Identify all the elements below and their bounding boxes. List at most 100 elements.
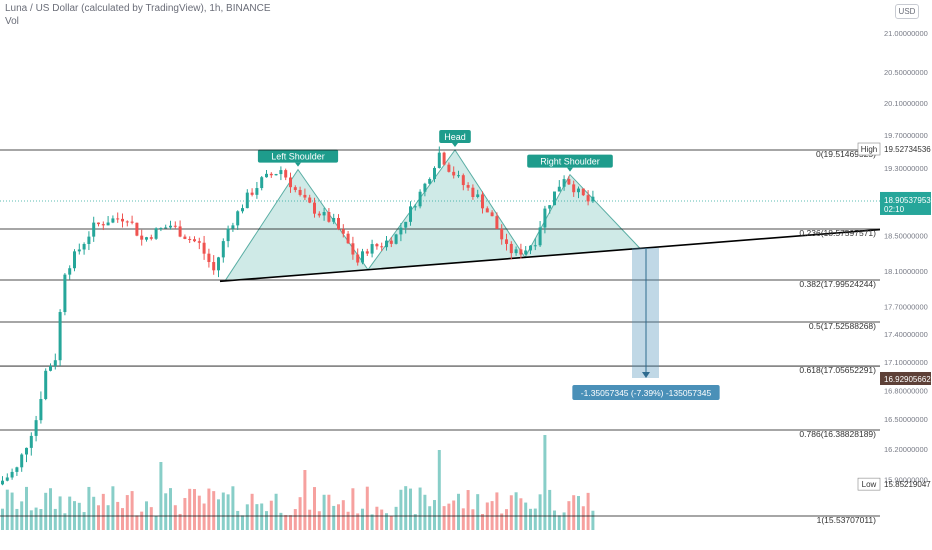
volume-bar — [255, 504, 259, 530]
fib-label-0.618: 0.618(17.05652291) — [799, 365, 876, 375]
candle-body — [101, 224, 105, 226]
candle-body — [10, 471, 14, 478]
candle-body — [553, 191, 556, 206]
candle-body — [495, 216, 499, 229]
candle-body — [543, 208, 547, 228]
price-axis-tick: 15.90000000 — [884, 475, 928, 484]
volume-bar — [130, 491, 134, 530]
candle-body — [53, 360, 57, 366]
target-price-value: 16.92905662 — [884, 375, 931, 384]
volume-bar — [63, 513, 67, 530]
candle-body — [313, 202, 316, 214]
candle-body — [457, 175, 460, 177]
volume-bar — [92, 496, 96, 530]
candle-body — [332, 217, 336, 222]
volume-bar — [73, 501, 76, 530]
candle-body — [293, 187, 297, 190]
volume-bar — [533, 508, 537, 530]
candle-body — [548, 205, 552, 209]
candle-body — [413, 206, 417, 208]
candle-body — [409, 206, 412, 222]
candle-body — [265, 173, 268, 178]
volume-bar — [337, 504, 340, 530]
candle-body — [82, 244, 86, 250]
price-axis-tick: 21.00000000 — [884, 29, 928, 38]
volume-bar — [562, 512, 566, 530]
volume-bar — [361, 508, 364, 530]
candle-body — [361, 251, 364, 263]
low-tag-box — [857, 477, 881, 491]
volume-bar — [39, 509, 43, 530]
candle-body — [125, 221, 129, 223]
volume-bar — [97, 505, 100, 530]
measure-label-box — [572, 384, 720, 400]
candle-body — [20, 454, 24, 468]
volume-bar — [274, 493, 278, 530]
volume-bar — [365, 486, 369, 530]
candle-body — [476, 194, 480, 197]
volume-bar — [409, 488, 412, 530]
candle-body — [97, 222, 100, 225]
volume-bar — [461, 508, 465, 530]
candle-body — [481, 194, 484, 209]
volume-bar — [418, 487, 422, 530]
candle-body — [39, 399, 43, 421]
candle-body — [241, 208, 244, 212]
volume-bar — [586, 492, 590, 530]
candle-body — [375, 244, 379, 247]
candle-body — [121, 218, 124, 222]
volume-bar — [106, 505, 110, 530]
volume-bar — [269, 500, 273, 530]
fib-label-0.236: 0.236(18.57597571) — [799, 228, 876, 238]
volume-bar — [5, 489, 9, 530]
candle-body — [529, 245, 532, 251]
candle-body — [154, 228, 158, 239]
head-and-shoulders-pattern: Left Shoulder Head Right Shoulder — [219, 130, 881, 283]
price-axis-tick: 20.50000000 — [884, 68, 928, 77]
candle-body — [226, 228, 230, 242]
price-axis-tick: 17.40000000 — [884, 330, 928, 339]
volume-bar — [452, 500, 456, 530]
volume-bar — [15, 508, 19, 530]
candle-body — [221, 241, 225, 258]
volume-bar — [557, 515, 561, 530]
candle-body — [389, 240, 393, 244]
high-tag: High — [861, 145, 877, 154]
volume-label: Vol — [5, 16, 19, 27]
volume-bar — [577, 496, 580, 530]
neckline[interactable] — [219, 228, 881, 283]
price-axis-background — [880, 0, 932, 550]
candle-body — [178, 226, 182, 237]
volume-bar — [581, 506, 585, 530]
candle-body — [149, 237, 153, 239]
volume-bar — [121, 508, 124, 530]
candle-body — [591, 196, 595, 202]
volume-bar — [221, 492, 225, 530]
candle-body — [524, 250, 528, 255]
volume-bar — [25, 486, 28, 530]
volume-bar — [193, 489, 196, 530]
left-shoulder-label-box — [257, 149, 339, 163]
last-price-badge[interactable] — [880, 191, 931, 215]
candle-body — [87, 236, 91, 245]
volume-bar — [404, 486, 408, 530]
volume-bar — [356, 513, 360, 530]
candle-body — [337, 217, 340, 230]
measure-arrow-head — [642, 371, 650, 378]
volume-bar — [332, 505, 336, 530]
candle-body — [183, 236, 187, 239]
candle-body — [207, 253, 211, 263]
right-shoulder-label-box — [527, 154, 613, 168]
candle-body — [370, 244, 374, 254]
volume-bar — [341, 500, 345, 530]
volume-bar — [10, 492, 14, 530]
volume-bar — [1, 508, 4, 530]
candle-body — [274, 174, 278, 176]
candle-body — [442, 152, 446, 165]
volume-bar — [169, 488, 172, 530]
candle-body — [44, 370, 48, 400]
currency-button[interactable]: USD — [895, 4, 919, 19]
candle-body — [231, 225, 235, 229]
